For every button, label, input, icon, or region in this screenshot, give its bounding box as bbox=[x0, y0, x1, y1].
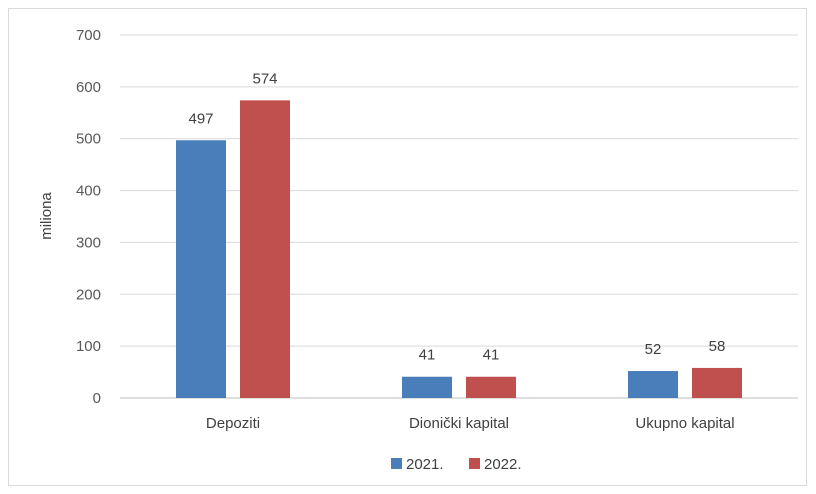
category-label: Depoziti bbox=[206, 415, 260, 432]
y-tick-label: 600 bbox=[76, 79, 101, 96]
bar bbox=[692, 367, 742, 398]
y-tick-label: 300 bbox=[76, 234, 101, 251]
legend: 2021. 2022. bbox=[391, 456, 522, 473]
y-tick-label: 500 bbox=[76, 131, 101, 148]
data-label: 497 bbox=[188, 110, 213, 127]
bars bbox=[176, 100, 742, 398]
y-tick-label: 0 bbox=[93, 390, 101, 407]
category-label: Dionički kapital bbox=[409, 415, 509, 432]
data-label: 52 bbox=[645, 341, 662, 358]
bar bbox=[240, 100, 290, 398]
bar bbox=[402, 376, 452, 398]
data-label: 574 bbox=[252, 70, 277, 87]
legend-entry: 2021. bbox=[406, 456, 444, 473]
bar bbox=[628, 371, 678, 398]
y-axis-label: miliona bbox=[38, 192, 55, 240]
legend-swatch bbox=[391, 458, 402, 469]
chart-frame bbox=[8, 8, 807, 486]
y-tick-label: 200 bbox=[76, 286, 101, 303]
y-tick-label: 700 bbox=[76, 27, 101, 44]
data-label: 41 bbox=[483, 347, 500, 364]
y-tick-label: 100 bbox=[76, 338, 101, 355]
data-labels: 497 574 41 41 52 58 bbox=[188, 70, 725, 363]
bar bbox=[466, 376, 516, 398]
y-tick-label: 400 bbox=[76, 183, 101, 200]
data-label: 58 bbox=[709, 338, 726, 355]
bar bbox=[176, 140, 226, 398]
category-labels: Depoziti Dionički kapital Ukupno kapital bbox=[206, 415, 735, 432]
data-label: 41 bbox=[419, 347, 436, 364]
legend-entry: 2022. bbox=[484, 456, 522, 473]
legend-swatch bbox=[469, 458, 480, 469]
y-axis-ticks: 0 100 200 300 400 500 600 700 bbox=[76, 27, 101, 407]
gridlines bbox=[120, 34, 798, 399]
category-label: Ukupno kapital bbox=[635, 415, 734, 432]
